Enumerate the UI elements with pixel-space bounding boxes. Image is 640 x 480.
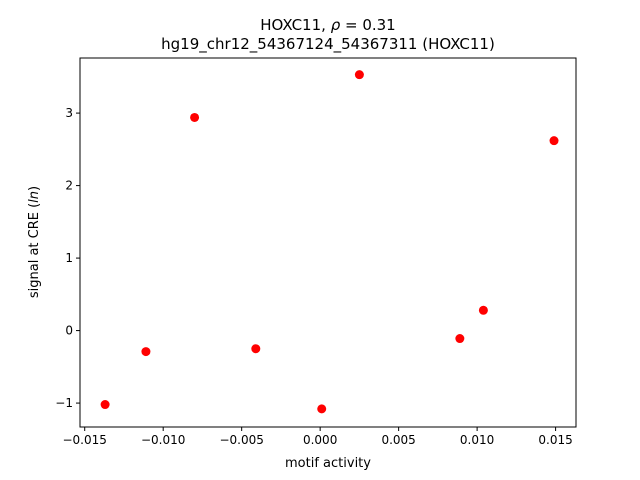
y-tick-label: 2	[65, 179, 73, 193]
y-axis-label: signal at CRE (ln)	[27, 186, 42, 298]
y-axis-label-italic: ln	[27, 191, 42, 203]
x-tick-label: −0.015	[62, 433, 106, 447]
data-point	[478, 305, 488, 315]
x-tick-label: −0.010	[141, 433, 185, 447]
plot-area-frame	[79, 57, 577, 428]
y-tick-label: 1	[65, 251, 73, 265]
chart-title-rho-value: = 0.31	[340, 16, 396, 34]
data-point	[549, 136, 559, 146]
data-point	[354, 70, 364, 80]
x-tick-label: 0.005	[381, 433, 415, 447]
data-point	[100, 400, 110, 410]
data-point	[455, 334, 465, 344]
y-axis-label-prefix: signal at CRE (	[27, 203, 42, 298]
data-point	[190, 112, 200, 122]
y-tick-label: −1	[55, 396, 73, 410]
x-tick-label: −0.005	[219, 433, 263, 447]
x-tick-label: 0.015	[538, 433, 572, 447]
y-axis-label-suffix: )	[27, 186, 42, 191]
chart-title-rho: ρ	[331, 16, 341, 34]
axis-ticks: −0.015 −0.010 −0.005 0.000 0.005 0.010 0.015 −1…	[55, 106, 572, 447]
x-tick-label: 0.010	[460, 433, 494, 447]
x-tick-label: 0.000	[303, 433, 337, 447]
chart-title-prefix: HOXC11,	[260, 16, 330, 34]
data-point	[141, 347, 151, 357]
scatter-points	[100, 70, 559, 414]
data-point	[251, 344, 261, 354]
chart-title: HOXC11, ρ = 0.31	[260, 16, 395, 34]
chart-subtitle: hg19_chr12_54367124_54367311 (HOXC11)	[161, 35, 495, 54]
y-tick-label: 0	[65, 324, 73, 338]
y-tick-label: 3	[65, 106, 73, 120]
data-point	[317, 404, 327, 414]
x-axis-label: motif activity	[285, 456, 371, 471]
